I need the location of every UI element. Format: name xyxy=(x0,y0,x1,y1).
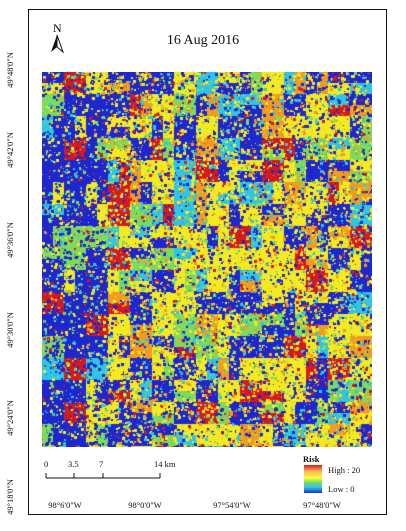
north-label: N xyxy=(53,21,62,35)
legend-color-ramp xyxy=(304,465,322,493)
lat-label-49-24: 49°24'0"N xyxy=(5,400,16,436)
map-frame xyxy=(28,9,387,515)
scale-tick-0: 0 xyxy=(44,459,49,469)
lat-label-49-42: 49°42'0"N xyxy=(5,132,16,168)
legend-low-label: Low : 0 xyxy=(328,484,355,494)
lon-label-97-54: 97°54'0"W xyxy=(213,500,251,510)
map-title: 16 Aug 2016 xyxy=(166,33,240,48)
lon-label-98-0: 98°0'0"W xyxy=(128,500,162,510)
lon-label-97-48: 97°48'0"W xyxy=(303,500,341,510)
risk-map-raster xyxy=(42,72,372,447)
lat-label-49-30: 49°30'0"N xyxy=(5,312,16,348)
legend-high-label: High : 20 xyxy=(328,465,361,475)
north-arrow-icon: N xyxy=(46,22,68,62)
scale-tick-3-5: 3.5 xyxy=(68,459,79,469)
legend-title: Risk xyxy=(303,454,320,464)
scale-tick-7: 7 xyxy=(99,459,104,469)
lat-label-49-48: 49°48'0"N xyxy=(5,52,16,88)
scale-tick-14: 14 km xyxy=(154,459,176,469)
lat-label-49-36: 49°36'0"N xyxy=(5,222,16,258)
scale-bar: 0 3.5 7 14 km xyxy=(44,459,204,483)
lat-label-49-18: 49°18'0"N xyxy=(5,479,16,515)
risk-legend: Risk High : 20 Low : 0 xyxy=(296,454,376,500)
lon-label-98-6: 98°6'0"W xyxy=(48,500,82,510)
